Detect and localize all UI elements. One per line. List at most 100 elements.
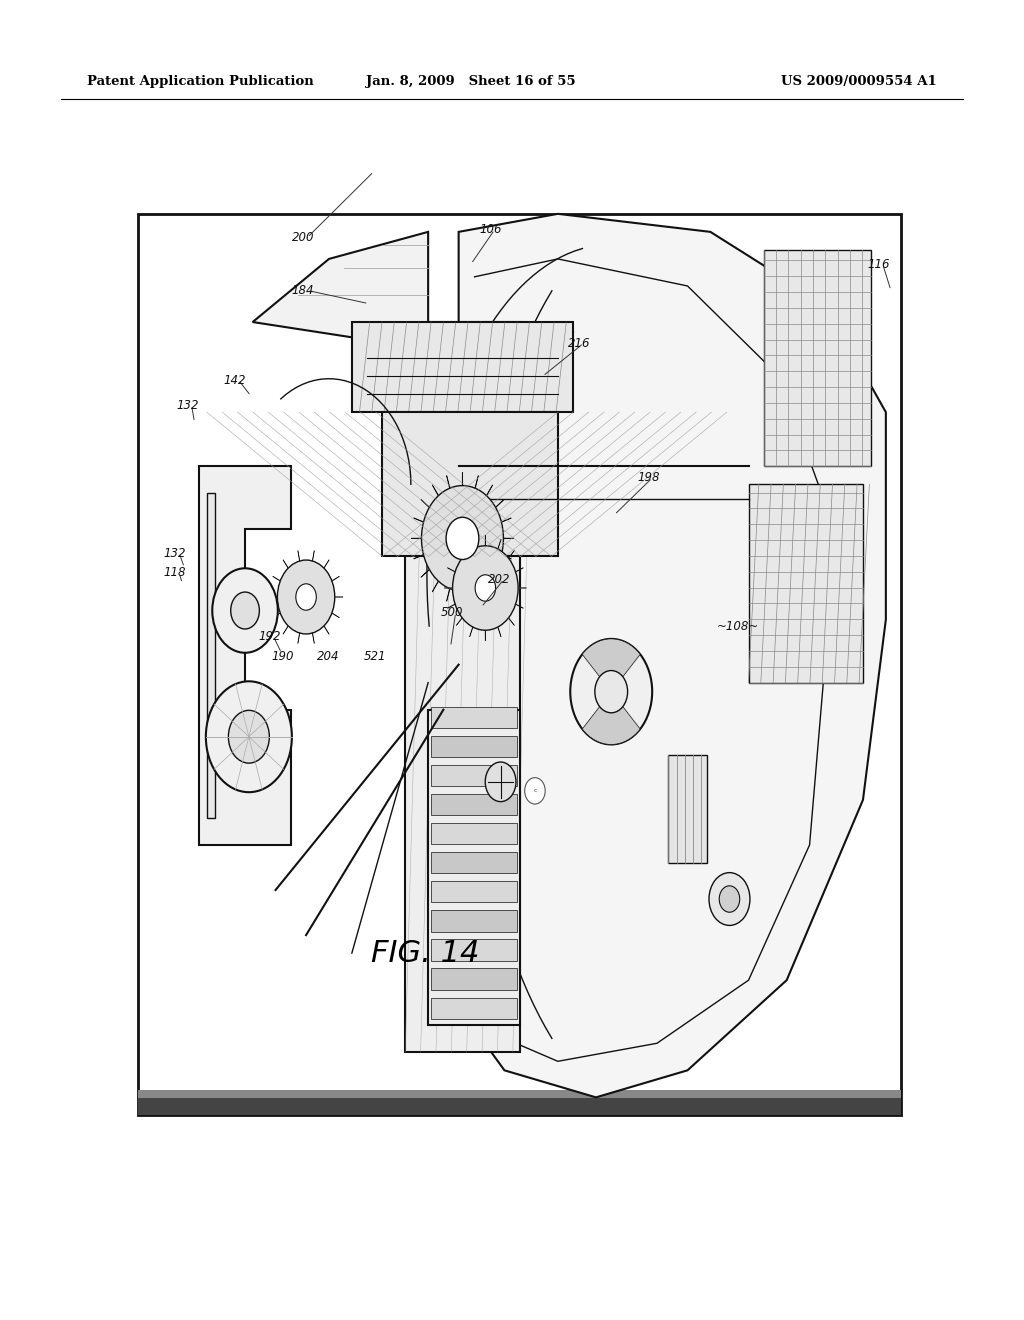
Bar <box>431 795 517 816</box>
Polygon shape <box>470 627 473 636</box>
Text: 198: 198 <box>637 471 659 484</box>
Polygon shape <box>446 475 450 488</box>
Polygon shape <box>414 517 424 523</box>
Bar <box>138 1098 901 1115</box>
Bar <box>138 1090 901 1098</box>
Bar <box>382 412 558 557</box>
Polygon shape <box>324 626 329 635</box>
Bar <box>431 882 517 903</box>
Polygon shape <box>312 634 314 643</box>
Bar <box>764 249 870 466</box>
Polygon shape <box>457 618 463 626</box>
Polygon shape <box>475 589 478 601</box>
Bar <box>207 494 215 818</box>
Circle shape <box>296 583 316 610</box>
Text: 521: 521 <box>364 649 386 663</box>
Circle shape <box>475 574 496 601</box>
Text: US 2009/0009554 A1: US 2009/0009554 A1 <box>781 75 937 88</box>
Circle shape <box>709 873 750 925</box>
Text: 202: 202 <box>488 573 511 586</box>
Bar <box>138 214 901 1115</box>
Circle shape <box>485 762 516 801</box>
Bar <box>431 737 517 758</box>
Text: 200: 200 <box>292 231 314 244</box>
Polygon shape <box>486 484 493 496</box>
Bar <box>749 484 863 682</box>
Polygon shape <box>283 560 289 569</box>
Text: 190: 190 <box>271 649 294 663</box>
Polygon shape <box>496 569 504 577</box>
Bar <box>431 853 517 874</box>
Text: Jan. 8, 2009   Sheet 16 of 55: Jan. 8, 2009 Sheet 16 of 55 <box>367 75 575 88</box>
Bar <box>431 824 517 845</box>
Text: 118: 118 <box>164 566 186 579</box>
Wedge shape <box>583 692 640 744</box>
Bar <box>428 710 520 1026</box>
Bar <box>352 322 573 412</box>
Bar <box>431 911 517 932</box>
Polygon shape <box>200 466 291 845</box>
Polygon shape <box>457 550 463 558</box>
Polygon shape <box>272 612 281 618</box>
Bar <box>431 708 517 729</box>
Bar <box>406 322 520 1052</box>
Circle shape <box>453 545 518 630</box>
Polygon shape <box>502 554 511 558</box>
Polygon shape <box>498 539 501 549</box>
Polygon shape <box>515 603 523 609</box>
Text: ~108~: ~108~ <box>717 620 759 634</box>
Polygon shape <box>496 499 504 508</box>
Circle shape <box>230 593 259 630</box>
Polygon shape <box>283 626 289 635</box>
Polygon shape <box>446 589 450 601</box>
Polygon shape <box>253 232 428 348</box>
Circle shape <box>446 517 479 560</box>
Polygon shape <box>332 577 339 581</box>
Circle shape <box>524 777 545 804</box>
Polygon shape <box>498 627 501 636</box>
Text: 192: 192 <box>258 630 281 643</box>
Circle shape <box>719 886 739 912</box>
Bar <box>431 969 517 990</box>
Circle shape <box>422 486 504 591</box>
Polygon shape <box>486 581 493 591</box>
Polygon shape <box>508 618 514 626</box>
Polygon shape <box>421 499 429 508</box>
Polygon shape <box>502 517 511 523</box>
Polygon shape <box>447 603 455 609</box>
Text: 500: 500 <box>440 606 463 619</box>
Circle shape <box>278 560 335 634</box>
Polygon shape <box>421 569 429 577</box>
Polygon shape <box>312 550 314 561</box>
Circle shape <box>228 710 269 763</box>
Circle shape <box>595 671 628 713</box>
Wedge shape <box>583 639 640 692</box>
Polygon shape <box>324 560 329 569</box>
Polygon shape <box>515 568 523 572</box>
Bar <box>669 755 707 863</box>
Polygon shape <box>432 581 438 591</box>
Text: 116: 116 <box>867 257 890 271</box>
Polygon shape <box>332 612 339 618</box>
Polygon shape <box>432 484 438 496</box>
Polygon shape <box>298 634 300 643</box>
Circle shape <box>570 639 652 744</box>
Text: 132: 132 <box>176 399 199 412</box>
Bar <box>431 940 517 961</box>
Polygon shape <box>475 475 478 488</box>
Text: c: c <box>534 788 537 793</box>
Polygon shape <box>414 554 424 558</box>
Bar <box>431 766 517 787</box>
Text: Patent Application Publication: Patent Application Publication <box>87 75 313 88</box>
Circle shape <box>212 569 278 653</box>
Text: 204: 204 <box>317 649 340 663</box>
Polygon shape <box>459 214 886 1097</box>
Polygon shape <box>508 550 514 558</box>
Text: 184: 184 <box>292 284 314 297</box>
Bar <box>431 998 517 1019</box>
Polygon shape <box>470 539 473 549</box>
Text: 106: 106 <box>479 223 502 236</box>
Polygon shape <box>447 568 455 572</box>
Text: 216: 216 <box>568 337 591 350</box>
Polygon shape <box>272 577 281 581</box>
